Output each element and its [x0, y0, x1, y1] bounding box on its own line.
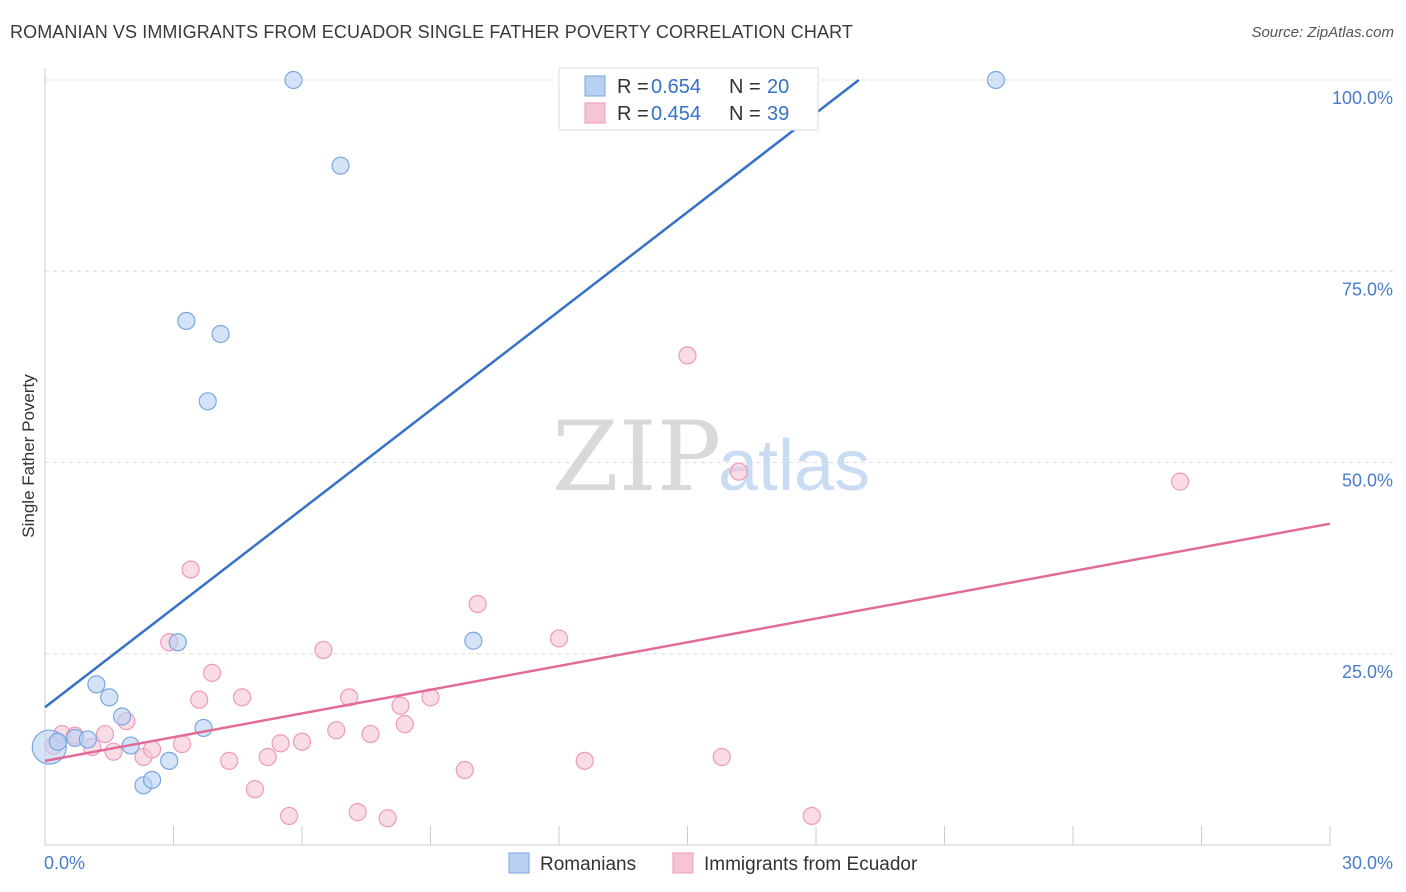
romanians-point — [112, 707, 132, 726]
romanians-point — [168, 633, 187, 652]
romanians-point — [284, 70, 303, 90]
y-tick-labels: 25.0% 50.0% 75.0% 100.0% — [1332, 88, 1393, 682]
ecuador-point — [280, 806, 299, 826]
ecuador-point — [181, 560, 200, 579]
legend-n-label-1: N = — [729, 76, 761, 98]
bottom-legend-label-romanians: Romanians — [540, 854, 636, 875]
y-tick-label: 100.0% — [1332, 88, 1393, 108]
ecuador-point — [292, 732, 312, 751]
stats-legend: R = 0.654 N = 20 R = 0.454 N = 39 — [558, 67, 819, 131]
ecuador-point — [549, 629, 569, 648]
romanians-point — [331, 156, 350, 175]
ecuador-point — [327, 721, 346, 740]
ecuador-trend-line — [44, 522, 1331, 763]
ecuador-point — [468, 594, 487, 614]
ecuador-point — [378, 809, 397, 828]
ecuador-point — [391, 696, 410, 715]
x-ticks — [44, 826, 1331, 845]
ecuador-point — [361, 724, 380, 744]
ecuador-point — [395, 715, 414, 734]
romanians-point — [48, 732, 67, 751]
ecuador-point — [1170, 472, 1190, 491]
trend-lines — [44, 79, 1331, 763]
legend-n-label-2: N = — [729, 103, 761, 125]
ecuador-point — [190, 690, 209, 709]
ecuador-point — [202, 663, 222, 682]
x-tick-label-max: 30.0% — [1342, 853, 1393, 873]
ecuador-point — [575, 751, 594, 770]
series-legend: Romanians Immigrants from Ecuador — [508, 852, 918, 875]
ecuador-point — [802, 806, 821, 826]
ecuador-point — [348, 803, 367, 822]
gridlines — [45, 79, 1393, 655]
legend-swatch-romanians — [584, 75, 606, 97]
romanians-point — [211, 324, 230, 344]
ecuador-point — [245, 780, 264, 799]
legend-r-value-1: 0.654 — [651, 76, 701, 98]
ecuador-point — [232, 688, 252, 707]
romanians-point — [142, 770, 162, 790]
romanians-point — [100, 688, 119, 707]
ecuador-point — [712, 747, 731, 767]
ecuador-point — [729, 462, 749, 481]
y-axis-title: Single Father Poverty — [19, 374, 38, 538]
ecuador-point — [678, 346, 697, 365]
series-ecuador-points — [44, 346, 1190, 828]
y-tick-label: 50.0% — [1342, 471, 1393, 491]
watermark-zip: ZIP — [552, 401, 721, 513]
ecuador-point — [314, 640, 333, 660]
legend-r-value-2: 0.454 — [651, 103, 701, 125]
romanians-trend-line — [44, 79, 860, 709]
bottom-legend-label-ecuador: Immigrants from Ecuador — [704, 854, 918, 875]
romanians-point — [160, 751, 179, 770]
legend-r-label-2: R = — [617, 103, 649, 125]
romanians-point — [87, 675, 106, 694]
bottom-legend-swatch-romanians — [508, 852, 530, 874]
romanians-point — [464, 631, 483, 650]
bottom-legend-swatch-ecuador — [672, 852, 694, 874]
ecuador-point — [104, 742, 123, 761]
legend-r-label-1: R = — [617, 76, 649, 98]
ecuador-point — [271, 734, 290, 753]
legend-n-value-1: 20 — [767, 76, 789, 98]
romanians-point — [78, 730, 97, 749]
y-tick-label: 25.0% — [1342, 662, 1393, 682]
legend-swatch-ecuador — [584, 102, 606, 124]
legend-n-value-2: 39 — [767, 103, 789, 125]
romanians-point — [177, 311, 196, 331]
ecuador-point — [220, 751, 239, 770]
ecuador-point — [172, 734, 192, 754]
chart-title: ROMANIAN VS IMMIGRANTS FROM ECUADOR SING… — [10, 22, 853, 42]
ecuador-point — [258, 747, 277, 767]
ecuador-point — [455, 760, 474, 780]
source-label: Source: ZipAtlas.com — [1251, 24, 1394, 41]
ecuador-point — [95, 724, 115, 744]
romanians-point — [198, 392, 217, 411]
y-tick-label: 75.0% — [1342, 279, 1393, 299]
romanians-point — [986, 70, 1006, 90]
x-tick-label-min: 0.0% — [44, 853, 85, 873]
